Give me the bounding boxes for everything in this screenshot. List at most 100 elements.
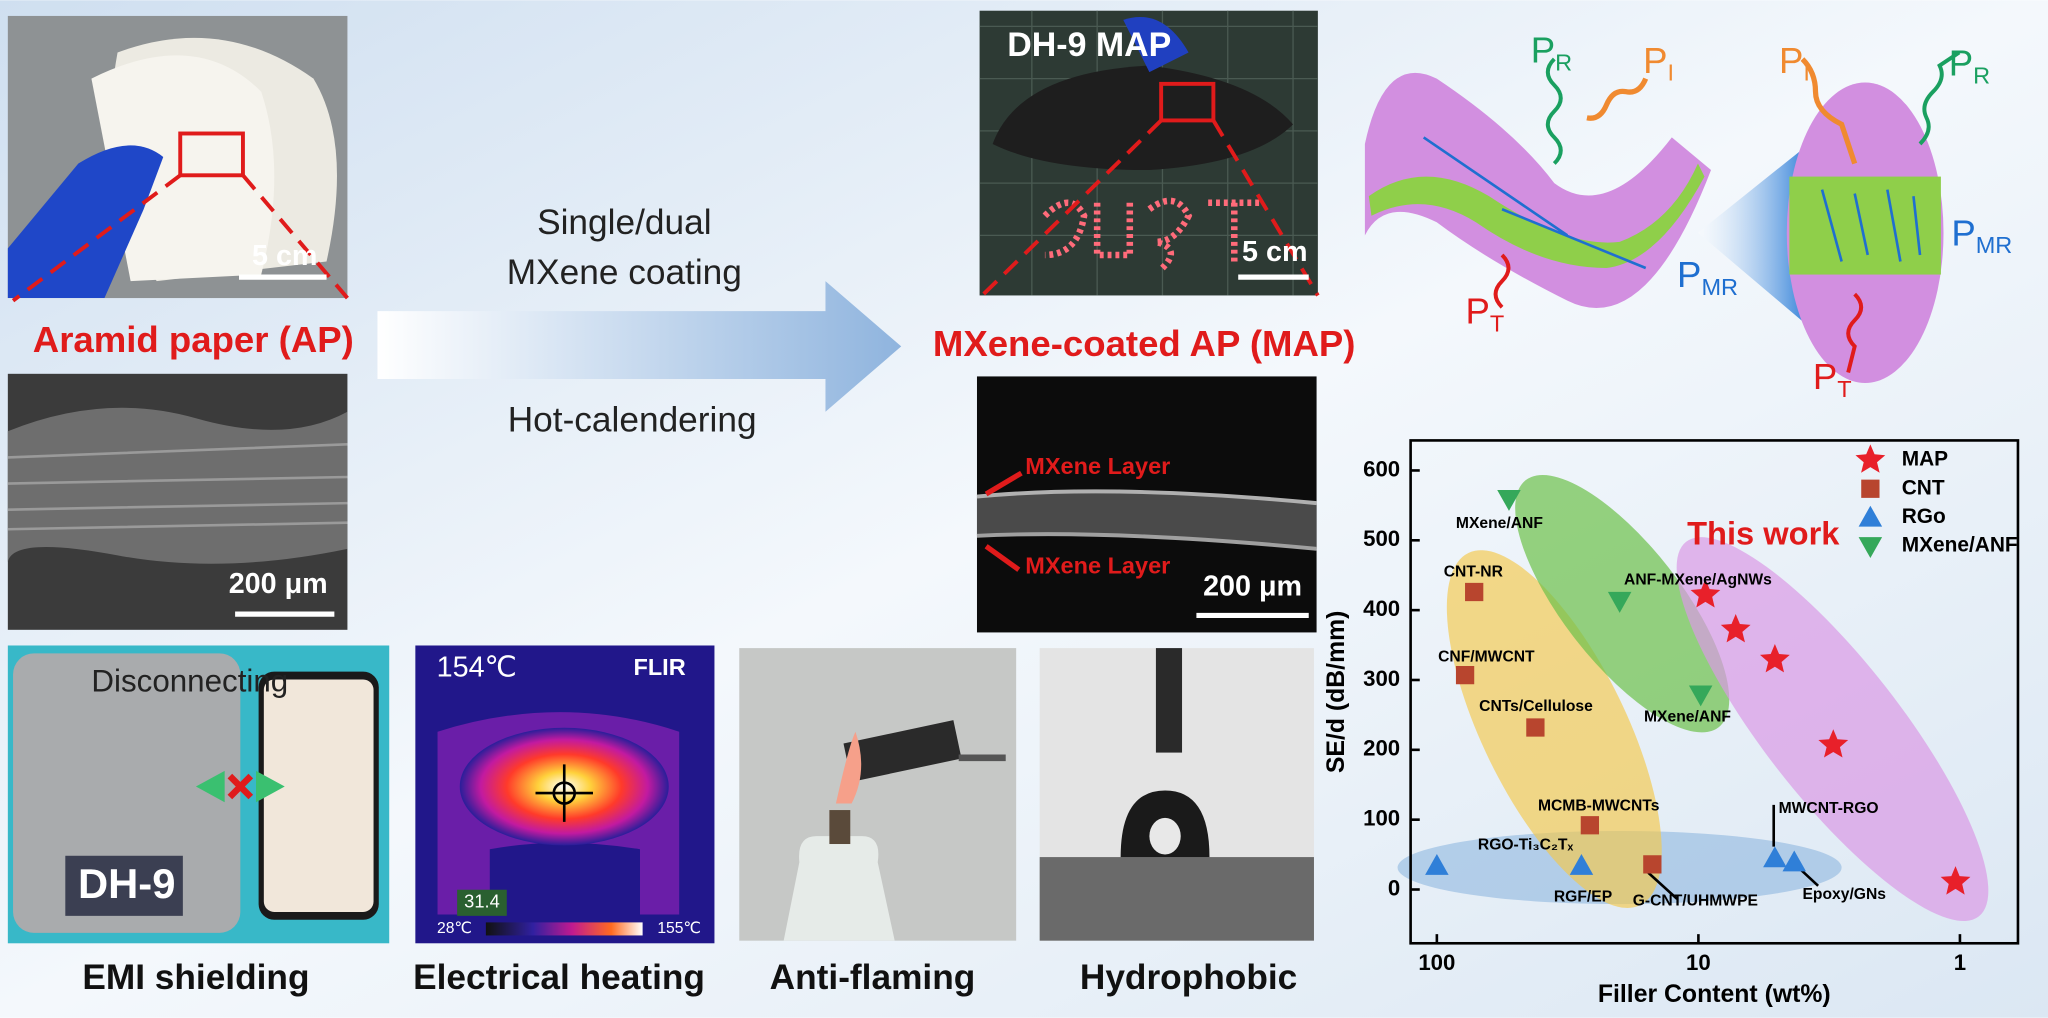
photo-text: 31.4 <box>464 891 500 912</box>
data-point <box>1580 816 1600 835</box>
legend-label: RGo <box>1902 505 1946 528</box>
application-caption: EMI shielding <box>82 958 309 997</box>
data-point <box>1782 850 1807 872</box>
data-point <box>1690 579 1721 608</box>
power-subscript: R <box>1555 49 1572 75</box>
data-point <box>1526 718 1545 737</box>
aramid-sem: 200 μm <box>7 373 348 630</box>
y-tick-label: 200 <box>1363 736 1400 761</box>
data-point <box>1688 685 1713 707</box>
photo-text: Disconnecting <box>91 664 288 699</box>
annotation: MXene/ANF <box>1644 708 1731 725</box>
legend-label: MXene/ANF <box>1902 534 2018 557</box>
data-point <box>1940 866 1971 895</box>
power-label: PI <box>1643 40 1674 86</box>
power-symbol: P <box>1949 42 1973 83</box>
power-symbol: P <box>1531 29 1555 70</box>
annotation: Epoxy/GNs <box>1802 886 1886 903</box>
annotation: CNTs/Cellulose <box>1479 698 1593 715</box>
scale-bar-label: 200 μm <box>1203 571 1302 603</box>
y-tick-label: 500 <box>1363 526 1400 551</box>
x-tick-label: 10 <box>1686 950 1711 975</box>
power-label: PT <box>1465 290 1504 336</box>
y-tick-label: 300 <box>1363 666 1400 691</box>
scale-bar-label: 5 cm <box>1242 236 1307 268</box>
power-label: PI <box>1779 40 1810 86</box>
photo-text: FLIR <box>633 654 685 680</box>
annotation: This work <box>1687 514 1840 551</box>
scale-bar-label: 5 cm <box>252 240 317 272</box>
data-point <box>1465 582 1484 602</box>
data-point <box>1818 729 1849 758</box>
data-point <box>1607 591 1632 613</box>
power-subscript: I <box>1803 60 1810 86</box>
map-photo: DH-9 MAP 5 cm <box>979 10 1320 297</box>
scale-bar-label: 200 μm <box>229 568 328 600</box>
annotation: MWCNT-RGO <box>1779 800 1879 817</box>
power-subscript: T <box>1490 311 1504 337</box>
process-label: Single/dual <box>537 203 711 242</box>
hydrophobic-photo <box>1039 648 1314 941</box>
x-tick-label: 100 <box>1418 950 1455 975</box>
annotation: MXene/ANF <box>1456 515 1543 532</box>
emi-photo <box>7 645 390 944</box>
power-symbol: P <box>1677 254 1701 295</box>
power-label: PR <box>1949 42 1990 88</box>
annotation: ANF-MXene/AgNWs <box>1624 571 1772 588</box>
application-caption: Hydrophobic <box>1080 958 1297 997</box>
annotation: CNT-NR <box>1444 563 1503 580</box>
photo-text: 155℃ <box>657 920 701 937</box>
plot-frame <box>1409 439 2020 945</box>
power-label: PR <box>1531 29 1572 75</box>
process-arrow <box>377 281 902 412</box>
data-point <box>1763 846 1787 868</box>
power-label: PMR <box>1951 212 2012 258</box>
power-subscript: R <box>1973 63 1990 89</box>
process-label: MXene coating <box>507 253 742 292</box>
application-caption: Anti-flaming <box>770 958 976 997</box>
aramid-photo: 5 cm <box>7 15 349 303</box>
legend-label: CNT <box>1902 476 1945 499</box>
photo-text: 28℃ <box>437 920 472 937</box>
annotation: CNF/MWCNT <box>1438 648 1535 665</box>
flame-photo <box>739 648 1017 941</box>
power-symbol: P <box>1779 40 1803 81</box>
power-subscript: I <box>1667 60 1674 86</box>
annotation: RGF/EP <box>1554 889 1612 906</box>
legend-marker <box>1858 505 1883 527</box>
power-symbol: P <box>1465 290 1489 331</box>
photo-text: 154℃ <box>437 652 517 684</box>
photo-title: DH-9 MAP <box>1007 26 1171 64</box>
map-sem: MXene Layer MXene Layer 200 μm <box>976 376 1317 633</box>
data-point <box>1760 644 1790 673</box>
map-label: MXene-coated AP (MAP) <box>933 323 1356 364</box>
y-tick-label: 100 <box>1363 806 1400 831</box>
annotation: RGO-Ti₃C₂Tₓ <box>1478 836 1574 853</box>
data-point <box>1425 854 1449 875</box>
legend-label: MAP <box>1902 448 1948 471</box>
power-label: PT <box>1813 356 1852 402</box>
x-tick-label: 1 <box>1954 950 1966 975</box>
annotation: G-CNT/UHMWPE <box>1633 893 1758 910</box>
legend-marker <box>1855 444 1886 473</box>
power-symbol: P <box>1643 40 1667 81</box>
legend-marker <box>1861 479 1880 498</box>
y-axis-label: SE/d (dB/mm) <box>1323 611 1350 774</box>
annotation: MCMB-MWCNTs <box>1538 797 1660 814</box>
legend-marker <box>1858 537 1883 558</box>
power-subscript: T <box>1837 376 1851 402</box>
power-subscript: MR <box>1701 274 1738 300</box>
y-tick-label: 400 <box>1363 596 1400 621</box>
data-point <box>1720 614 1751 643</box>
aramid-label: Aramid paper (AP) <box>33 319 354 360</box>
application-caption: Electrical heating <box>413 958 705 997</box>
photo-text: DH-9 <box>78 860 176 907</box>
power-subscript: MR <box>1976 232 2013 258</box>
power-label: PMR <box>1677 254 1738 300</box>
power-symbol: P <box>1951 212 1975 253</box>
data-point <box>1569 854 1594 875</box>
heating-photo <box>415 645 715 944</box>
layer-label: MXene Layer <box>1025 453 1170 479</box>
